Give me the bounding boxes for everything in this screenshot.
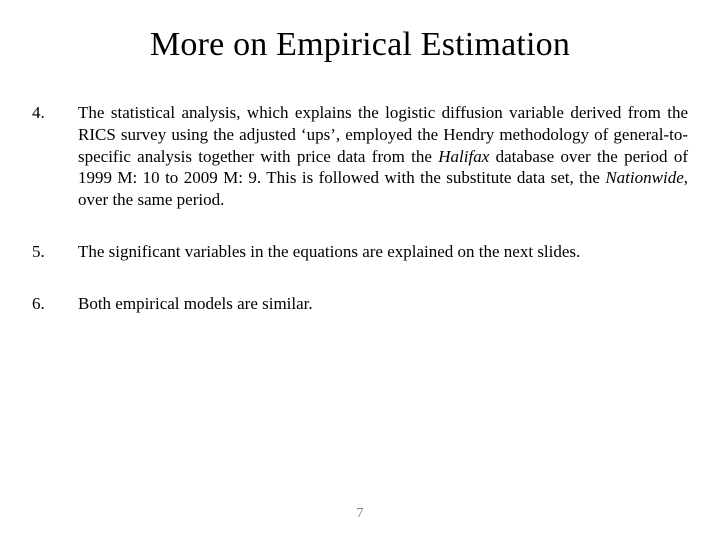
list-item: 5. The significant variables in the equa…: [32, 241, 688, 263]
item-text: The significant variables in the equatio…: [78, 242, 580, 261]
item-body: The significant variables in the equatio…: [78, 241, 688, 263]
slide-title: More on Empirical Estimation: [32, 26, 688, 64]
page-number: 7: [0, 506, 720, 522]
list-item: 4. The statistical analysis, which expla…: [32, 102, 688, 211]
italic-text: Nationwide: [605, 168, 683, 187]
item-number: 4.: [32, 102, 78, 124]
item-body: Both empirical models are similar.: [78, 293, 688, 315]
item-text: Both empirical models are similar.: [78, 294, 313, 313]
slide: More on Empirical Estimation 4. The stat…: [0, 0, 720, 540]
item-number: 6.: [32, 293, 78, 315]
item-body: The statistical analysis, which explains…: [78, 102, 688, 211]
italic-text: Halifax: [438, 147, 489, 166]
item-number: 5.: [32, 241, 78, 263]
list-item: 6. Both empirical models are similar.: [32, 293, 688, 315]
